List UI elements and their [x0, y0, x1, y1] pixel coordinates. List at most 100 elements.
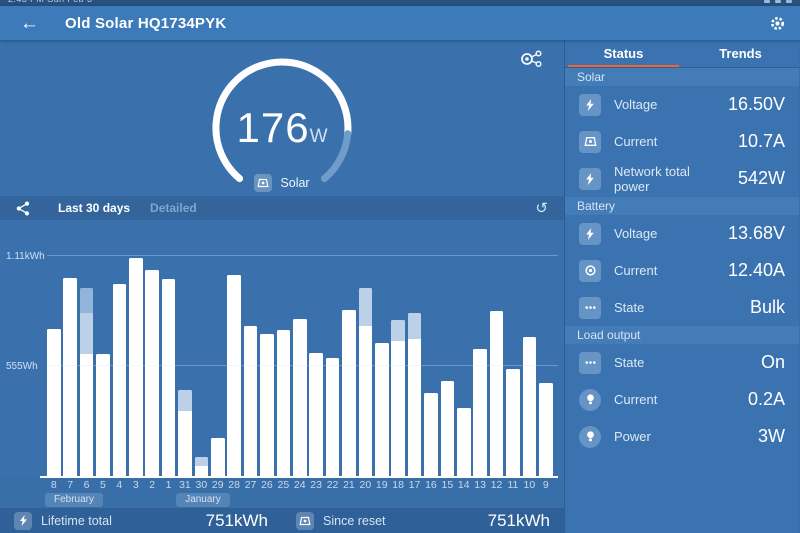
- bar-segment-base: [358, 326, 373, 476]
- status-row-voltage: Voltage 13.68V: [565, 215, 799, 252]
- share-icon[interactable]: [16, 201, 30, 216]
- x-axis-label-day-23: 23: [310, 479, 322, 491]
- gear-icon[interactable]: [769, 15, 786, 32]
- x-axis-label-day-19: 19: [375, 479, 388, 491]
- chart-bar-day-11[interactable]: [506, 368, 520, 476]
- bulb-icon: [579, 425, 601, 448]
- solar-panel-icon: [254, 174, 273, 192]
- chart-bar-day-3[interactable]: [129, 257, 143, 476]
- back-arrow-icon[interactable]: ←: [20, 12, 39, 34]
- bar-segment-base: [145, 269, 159, 476]
- status-row-current: Current 0.2A: [565, 381, 799, 418]
- chart-bar-day-4[interactable]: [112, 283, 127, 476]
- ve-smart-network-icon[interactable]: [518, 48, 544, 75]
- chart-bar-day-30[interactable]: [194, 457, 209, 476]
- x-axis-label-day-9: 9: [542, 479, 549, 491]
- bar-segment-base: [243, 326, 258, 476]
- row-label: Current: [614, 134, 658, 149]
- x-axis-label-day-29: 29: [211, 479, 224, 491]
- lifetime-total-group: Lifetime total 751kWh: [0, 511, 282, 531]
- chart-bar-day-18[interactable]: [391, 320, 405, 476]
- history-clock-icon[interactable]: ↺: [535, 199, 548, 217]
- chart-bar-day-1[interactable]: [161, 278, 176, 476]
- chart-bar-day-29[interactable]: [211, 438, 225, 476]
- status-row-current: Current 12.40A: [565, 252, 799, 289]
- chart-bar-day-17[interactable]: [407, 312, 422, 476]
- chart-bar-day-31[interactable]: [178, 389, 192, 476]
- chart-bar-day-15[interactable]: [440, 380, 455, 476]
- status-row-voltage: Voltage 16.50V: [565, 86, 799, 123]
- chart-bar-day-19[interactable]: [375, 343, 389, 476]
- chart-bar-day-22[interactable]: [325, 358, 340, 476]
- totals-bar: Lifetime total 751kWh Since reset 751kWh: [0, 508, 564, 533]
- bar-segment-base: [260, 334, 274, 476]
- tab-trends[interactable]: Trends: [719, 46, 762, 61]
- chart-plot-area: [47, 220, 558, 476]
- range-selector-last-30-days[interactable]: Last 30 days: [58, 201, 131, 215]
- status-clock-text: 2:43 PM Sun Feb 3: [8, 0, 92, 6]
- x-axis-label-day-6: 6: [83, 479, 90, 491]
- row-value: 0.2A: [747, 389, 785, 409]
- x-axis-label-day-30: 30: [195, 479, 208, 491]
- row-value: 12.40A: [727, 260, 785, 280]
- gauge-arc: [212, 58, 352, 183]
- chart-bar-day-26[interactable]: [260, 334, 274, 476]
- chart-bar-day-6[interactable]: [79, 287, 94, 476]
- x-axis-label-day-17: 17: [408, 479, 421, 491]
- lifetime-total-value: 751kWh: [205, 510, 268, 530]
- gauge-value: 176: [236, 104, 310, 151]
- range-selector-detailed[interactable]: Detailed: [150, 201, 197, 215]
- x-axis-label-day-28: 28: [228, 479, 240, 491]
- bar-segment-base: [161, 278, 176, 476]
- status-row-network-total-power: Network total power 542W: [565, 160, 799, 197]
- bar-segment-base: [325, 358, 340, 476]
- chart-bar-day-24[interactable]: [293, 319, 307, 476]
- month-chip-january: January: [176, 493, 230, 507]
- row-value: 16.50V: [727, 94, 785, 114]
- row-value: 3W: [758, 426, 785, 446]
- sidebar-sections: Solar Voltage 16.50V Current 10.7A Network to…: [565, 68, 799, 455]
- chart-bar-day-27[interactable]: [243, 326, 258, 476]
- bar-segment-base: [293, 319, 307, 476]
- bar-segment-base: [457, 407, 471, 476]
- chart-bar-day-2[interactable]: [145, 269, 159, 476]
- y-axis-label: 1.11kWh: [6, 251, 45, 262]
- chart-bar-day-28[interactable]: [227, 274, 241, 476]
- x-axis-label-day-21: 21: [343, 479, 355, 491]
- chart-bar-day-16[interactable]: [424, 392, 438, 476]
- chart-bar-day-23[interactable]: [309, 353, 323, 476]
- bolt-icon: [579, 167, 601, 190]
- x-axis-label-day-12: 12: [490, 479, 503, 491]
- bar-segment-base: [506, 368, 520, 476]
- bulb-icon: [579, 388, 601, 411]
- x-axis-label-day-3: 3: [132, 479, 139, 491]
- chart-baseline: [40, 476, 558, 478]
- row-label: Voltage: [614, 97, 658, 112]
- section-header-solar: Solar: [565, 68, 799, 86]
- chart-bar-day-9[interactable]: [539, 382, 553, 476]
- bar-segment-base: [227, 274, 241, 476]
- tab-status[interactable]: Status: [565, 40, 682, 67]
- x-axis-label-day-26: 26: [261, 479, 273, 491]
- chart-bar-day-12[interactable]: [489, 310, 504, 476]
- chart-bar-day-20[interactable]: [358, 287, 373, 476]
- chart-bar-day-8[interactable]: [47, 329, 61, 476]
- row-label: State: [614, 355, 645, 370]
- month-chip-february: February: [45, 493, 104, 507]
- chart-bar-day-13[interactable]: [473, 349, 487, 476]
- row-label: State: [614, 300, 645, 315]
- bar-segment-base: [211, 438, 225, 476]
- x-axis-label-day-24: 24: [293, 479, 306, 491]
- bar-segment-base: [276, 330, 291, 476]
- since-reset-value: 751kWh: [487, 510, 550, 530]
- bolt-icon: [579, 93, 601, 116]
- y-gridline-555Wh: [47, 365, 558, 366]
- chart-bar-day-10[interactable]: [522, 337, 537, 476]
- chart-bar-day-7[interactable]: [63, 277, 77, 476]
- row-value: 13.68V: [727, 223, 785, 243]
- solar-panel-icon: [579, 130, 601, 153]
- chart-bar-day-25[interactable]: [276, 330, 291, 476]
- chart-bar-day-14[interactable]: [457, 407, 471, 476]
- chart-bar-day-5[interactable]: [96, 354, 110, 476]
- chart-bar-day-21[interactable]: [342, 309, 356, 476]
